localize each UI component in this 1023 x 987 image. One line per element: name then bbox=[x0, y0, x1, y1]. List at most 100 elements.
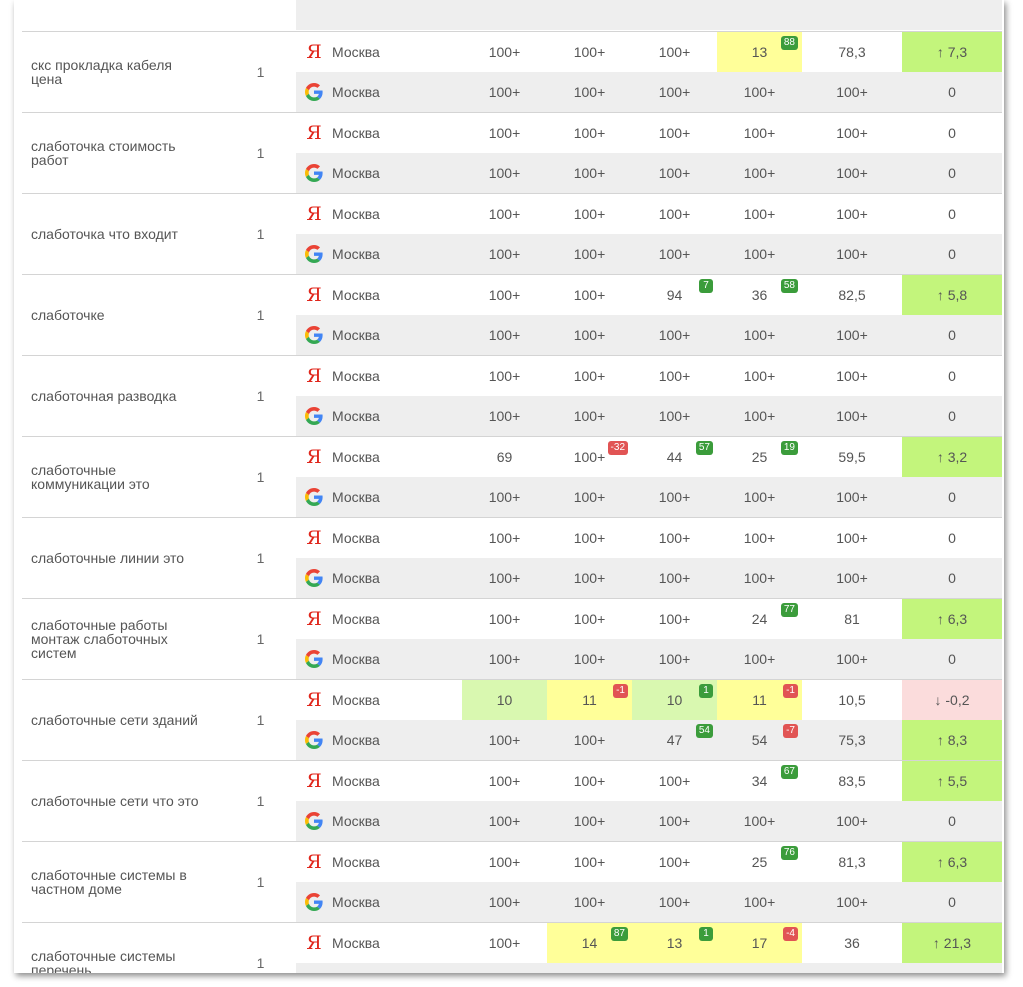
position-cell bbox=[632, 0, 717, 30]
position-value: 100+ bbox=[573, 368, 606, 384]
yandex-icon: Я bbox=[306, 283, 322, 306]
yandex-row: Я Москва 100+ 14 87 13 1 17 -4 36 ↑ 21,3 bbox=[296, 923, 1002, 963]
position-cell: 100+ bbox=[547, 842, 632, 882]
keyword-group: слаботочные работы монтаж слаботочных си… bbox=[22, 598, 1002, 679]
change-badge: -4 bbox=[783, 927, 798, 941]
keyword-text: слаботочные работы монтаж слаботочных си… bbox=[31, 617, 168, 661]
yandex-icon: Я bbox=[306, 688, 322, 711]
position-value: 100+ bbox=[488, 165, 521, 181]
position-cell: 100+ bbox=[462, 639, 547, 679]
position-cell: 47 54 bbox=[632, 720, 717, 760]
position-cell: 100+ bbox=[632, 72, 717, 112]
yandex-row: Я Москва 100+ 100+ 94 7 36 58 82,5 ↑ 5,8 bbox=[296, 275, 1002, 315]
position-value: 100+ bbox=[743, 408, 776, 424]
position-value: 94 bbox=[666, 287, 683, 303]
engine-cell: Я bbox=[296, 32, 332, 72]
position-value: 17 bbox=[751, 935, 768, 951]
region-cell: Москва bbox=[332, 692, 380, 708]
position-cell: 100+ bbox=[462, 275, 547, 315]
position-cell: 100+ bbox=[632, 356, 717, 396]
position-value: 100+ bbox=[573, 246, 606, 262]
dynamic-cell: 0 bbox=[948, 246, 956, 262]
engine-rows: Я Москва 100+ 100+ 100+ 34 67 83,5 ↑ 5,5 Москва 10… bbox=[296, 761, 1002, 841]
keyword-text: скс прокладка кабеля цена bbox=[31, 57, 172, 87]
position-cell: 44 57 bbox=[632, 437, 717, 477]
position-value: 100+ bbox=[658, 813, 691, 829]
region-cell: Москва bbox=[332, 773, 380, 789]
dynamic-cell: ↑ 5,5 bbox=[902, 761, 1002, 801]
position-value: 100+ bbox=[488, 854, 521, 870]
frequency-cell: 1 bbox=[256, 955, 265, 971]
position-cell bbox=[717, 0, 802, 30]
position-value: 11 bbox=[582, 692, 597, 708]
position-value: 100+ bbox=[488, 408, 521, 424]
engine-cell bbox=[296, 801, 332, 841]
position-cell: 100+ bbox=[462, 234, 547, 274]
position-value: 47 bbox=[666, 732, 683, 748]
dynamic-cell: ↓ -0,2 bbox=[902, 680, 1002, 720]
position-cell: 13 1 bbox=[632, 923, 717, 963]
frequency-cell: 1 bbox=[256, 64, 265, 80]
position-value: 10 bbox=[496, 692, 513, 708]
dynamic-cell: 0 bbox=[948, 894, 956, 910]
yandex-row: Я Москва 100+ 100+ 100+ 100+ 100+ 0 bbox=[296, 113, 1002, 153]
keyword-cell: слаботочке bbox=[22, 275, 225, 355]
position-cell: 100+ bbox=[547, 275, 632, 315]
position-cell: 100+ bbox=[632, 396, 717, 436]
engine-rows: Я Москва 100+ 100+ 100+ 24 77 81 ↑ 6,3 Москва 100+… bbox=[296, 599, 1002, 679]
position-value: 13 bbox=[751, 44, 768, 60]
keyword-cell: слаботочные системы в частном доме bbox=[22, 842, 225, 922]
position-value: 100+ bbox=[658, 651, 691, 667]
region-cell: Москва bbox=[332, 813, 380, 829]
region-cell: Москва bbox=[332, 935, 380, 951]
average-cell: 100+ bbox=[836, 894, 868, 910]
position-value: 100+ bbox=[488, 327, 521, 343]
position-value: 100+ bbox=[658, 570, 691, 586]
google-icon bbox=[305, 731, 323, 749]
keyword-group: слаботочные системы в частном доме 1 Я Моск… bbox=[22, 841, 1002, 922]
region-cell bbox=[332, 963, 462, 973]
average-cell bbox=[802, 963, 902, 973]
google-row: Москва 100+ 100+ 100+ 100+ 100+ 0 bbox=[296, 234, 1002, 274]
position-cell: 100+ bbox=[547, 761, 632, 801]
position-cell: 100+ bbox=[462, 923, 547, 963]
position-cell: 100+ bbox=[717, 234, 802, 274]
keyword-cell: слаботочка что входит bbox=[22, 194, 225, 274]
keyword-cell: слаботочка стоимость работ bbox=[22, 113, 225, 193]
position-cell: 100+ bbox=[632, 315, 717, 355]
position-value: 100+ bbox=[488, 570, 521, 586]
position-value: 100+ bbox=[573, 813, 606, 829]
position-cell: 100+ bbox=[632, 882, 717, 922]
position-value: 100+ bbox=[573, 327, 606, 343]
keyword-cell: слаботочная разводка bbox=[22, 356, 225, 436]
change-badge: 19 bbox=[780, 441, 798, 455]
region-cell: Москва bbox=[332, 449, 380, 465]
position-cell: 100+ bbox=[632, 842, 717, 882]
position-value: 100+ bbox=[743, 206, 776, 222]
position-value: 100+ bbox=[658, 773, 691, 789]
engine-cell bbox=[296, 315, 332, 355]
average-cell: 100+ bbox=[836, 206, 868, 222]
engine-rows: Я Москва 69 100+ -32 44 57 25 19 59,5 ↑ 3,2 Москва 1… bbox=[296, 437, 1002, 517]
engine-cell: Я bbox=[296, 761, 332, 801]
engine-cell: Я bbox=[296, 275, 332, 315]
position-cell: 100+ bbox=[547, 356, 632, 396]
position-value: 100+ bbox=[488, 935, 521, 951]
dynamic-cell: ↑ 5,8 bbox=[902, 275, 1002, 315]
position-cell bbox=[462, 963, 547, 973]
position-cell: 100+ bbox=[462, 356, 547, 396]
engine-cell bbox=[296, 396, 332, 436]
region-cell: Москва bbox=[332, 651, 380, 667]
yandex-row: Я Москва 100+ 100+ 100+ 100+ 100+ 0 bbox=[296, 518, 1002, 558]
dynamic-cell: ↑ 3,2 bbox=[902, 437, 1002, 477]
position-value: 100+ bbox=[743, 84, 776, 100]
google-icon bbox=[305, 569, 323, 587]
average-cell: 36 bbox=[844, 935, 860, 951]
yandex-row: Я Москва 100+ 100+ 100+ 100+ 100+ 0 bbox=[296, 356, 1002, 396]
yandex-row: Я Москва 100+ 100+ 100+ 100+ 100+ 0 bbox=[296, 194, 1002, 234]
position-value: 100+ bbox=[573, 449, 606, 465]
position-value: 100+ bbox=[573, 125, 606, 141]
position-cell: 100+ bbox=[462, 558, 547, 598]
average-cell bbox=[802, 0, 902, 30]
position-cell: 100+ bbox=[547, 234, 632, 274]
